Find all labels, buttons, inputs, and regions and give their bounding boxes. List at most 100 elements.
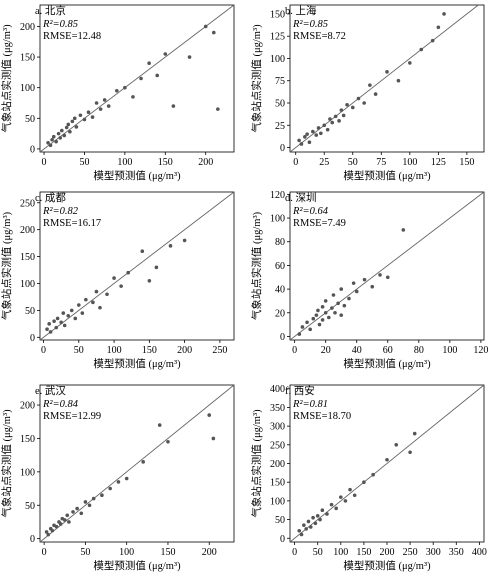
point [317,322,322,327]
point [305,132,309,136]
x-axis-label: 模型预测值 (μg/m³) [343,169,431,182]
point [50,137,54,142]
panel-title: f. 西安 [285,384,315,397]
point [58,522,63,526]
x-tick-label: 50 [348,157,358,168]
point [297,332,302,336]
point [82,117,87,122]
point [370,284,375,289]
point [171,104,176,108]
point [48,143,53,148]
y-tick-label: 0 [30,534,35,545]
r2-label: R²=0.84 [42,399,79,410]
x-tick-label: 150 [158,157,173,168]
x-tick-label: 125 [431,157,446,168]
y-tick-label: 120 [270,190,285,201]
point [396,78,401,83]
point [311,316,316,321]
y-tick-label: 300 [270,422,285,433]
point [47,322,51,326]
y-tick-label: 200 [20,225,35,236]
point [163,52,168,56]
y-tick-label: 350 [270,403,285,414]
point [62,133,67,138]
identity-line [39,384,235,543]
point [351,281,356,285]
point [54,325,59,330]
point [62,323,67,328]
point [166,439,170,444]
point [320,305,325,309]
x-tick-label: 200 [198,157,213,168]
y-tick-label: 50 [25,501,35,512]
y-tick-label: 150 [20,434,35,445]
y-tick-label: 100 [20,279,35,290]
y-tick-label: 100 [20,83,35,94]
y-tick-label: 200 [20,22,35,33]
x-tick-label: 120 [473,345,488,356]
y-tick-label: 40 [275,285,285,296]
point [68,129,72,134]
x-tick-label: 150 [160,547,175,558]
point [69,308,74,313]
point [106,104,111,108]
point [102,98,107,102]
x-tick-label: 400 [472,547,487,558]
point [60,128,64,133]
point [216,107,220,111]
point [343,499,348,503]
y-tick-label: 100 [270,496,285,507]
x-tick-label: 350 [449,547,464,558]
point [67,520,71,524]
y-tick-label: 400 [270,384,285,395]
point [362,101,366,105]
y-tick-label: 200 [270,459,285,470]
point [356,96,361,101]
point [80,311,85,315]
point [131,95,135,99]
x-tick-label: 100 [442,345,457,356]
x-axis-label: 模型预测值 (μg/m³) [93,357,181,370]
point [48,330,53,334]
x-tick-label: 200 [380,547,395,558]
point [91,496,96,501]
point [419,47,424,52]
point [64,125,69,130]
point [52,319,56,323]
point [100,493,104,498]
plot-frame [289,191,485,341]
plot-frame [39,384,235,543]
point [339,287,344,291]
point [58,136,63,140]
identity-line [289,4,479,153]
point [66,313,71,318]
panel-title: b. 上海 [285,4,317,17]
rmse-label: RMSE=16.17 [43,218,101,229]
point [322,123,327,128]
point [373,92,378,96]
point [59,320,63,325]
point [140,249,145,253]
point [168,244,173,248]
x-tick-label: 0 [42,157,47,168]
point [350,105,355,110]
x-tick-label: 100 [107,345,122,356]
point [368,83,372,87]
point [108,486,112,491]
rmse-label: RMSE=8.72 [293,31,346,42]
point [46,532,51,537]
identity-line [39,191,235,341]
y-tick-label: 0 [280,332,285,343]
point [141,460,145,464]
point [323,310,328,315]
point [297,138,301,143]
y-tick-label: 50 [275,515,285,526]
point [394,443,399,447]
point [70,119,75,124]
point [436,25,441,30]
point [314,133,319,137]
x-tick-label: 75 [376,157,386,168]
point [51,134,56,139]
